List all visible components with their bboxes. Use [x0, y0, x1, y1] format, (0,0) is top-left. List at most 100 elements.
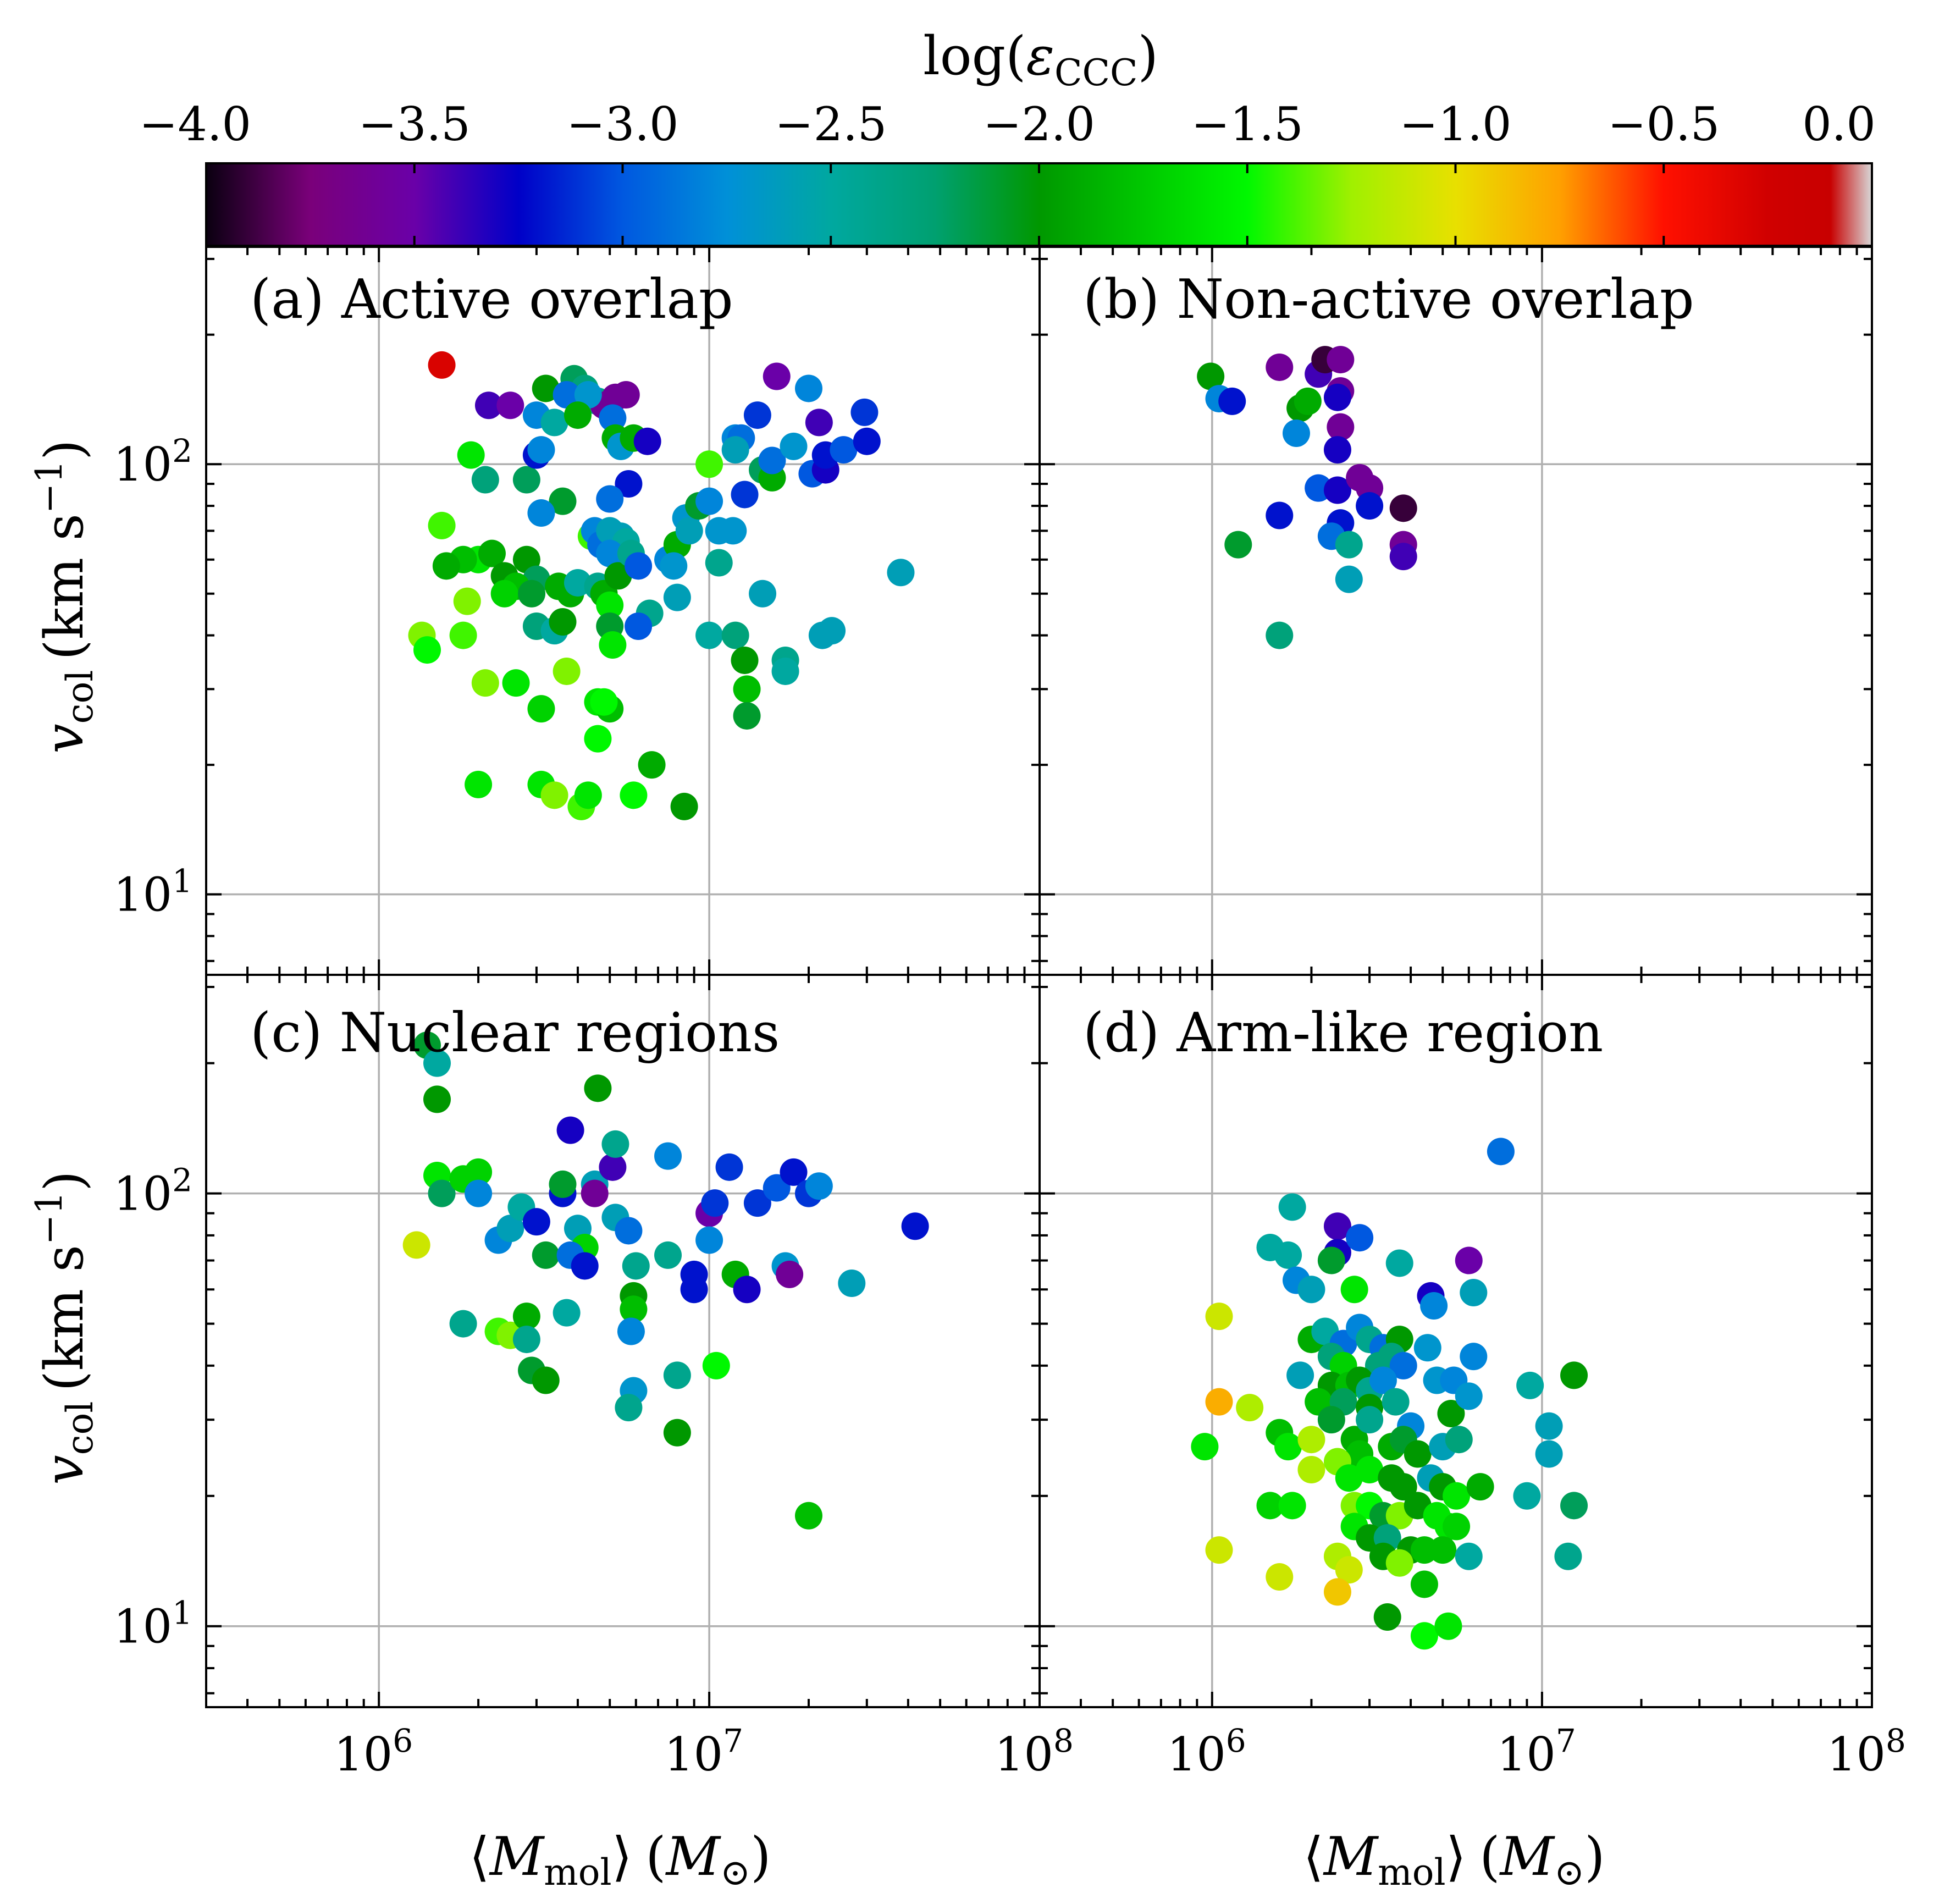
data-point [599, 1153, 627, 1181]
data-point [1429, 1536, 1457, 1564]
data-point [502, 669, 530, 697]
data-point [617, 1317, 645, 1345]
data-point [1560, 1492, 1588, 1520]
data-point [1382, 1388, 1410, 1416]
data-point [581, 1179, 609, 1207]
data-point [780, 432, 808, 460]
colorbar-tick-label: −1.0 [1400, 97, 1512, 151]
data-point [695, 450, 723, 478]
data-point [663, 583, 691, 611]
data-point [1389, 1351, 1417, 1379]
data-point [758, 446, 786, 474]
data-point [1266, 501, 1294, 529]
data-point [1443, 1482, 1471, 1510]
data-point [1434, 1612, 1462, 1640]
data-point [532, 1366, 560, 1394]
colorbar-tick-label: −1.5 [1191, 97, 1303, 151]
colorbar-tick-label: −3.5 [358, 97, 471, 151]
data-point [496, 1215, 524, 1243]
data-point [596, 591, 624, 619]
data-point [1323, 1578, 1351, 1606]
data-point [574, 781, 602, 809]
data-point [540, 409, 568, 437]
data-point [1278, 1193, 1306, 1221]
data-point [805, 409, 833, 437]
scatter-points [1197, 346, 1417, 649]
data-point [1356, 492, 1384, 520]
data-point [1389, 1473, 1417, 1501]
data-point [1286, 1361, 1314, 1389]
data-point [663, 1361, 691, 1389]
data-point [771, 657, 799, 685]
data-point [465, 1158, 493, 1186]
colorbar-tick-label: −2.5 [775, 97, 887, 151]
data-point [1466, 1473, 1494, 1501]
data-point [780, 1158, 808, 1186]
data-point [1335, 1556, 1363, 1584]
data-point [465, 770, 493, 798]
data-point [1389, 543, 1417, 571]
data-point [1385, 1249, 1413, 1277]
data-point [1266, 353, 1294, 381]
data-point [512, 466, 540, 494]
data-point [1335, 531, 1363, 559]
data-point [465, 1179, 493, 1207]
data-point [402, 1231, 430, 1259]
y-tick-label: 102 [113, 432, 192, 492]
data-point [625, 552, 653, 580]
data-point [731, 646, 759, 674]
panel-background [1040, 975, 1872, 1707]
panel-background [206, 247, 1040, 975]
data-point [702, 1351, 730, 1379]
data-point [794, 1502, 822, 1530]
data-point [1191, 1433, 1219, 1461]
data-point [474, 391, 502, 420]
data-point [1420, 1292, 1448, 1320]
data-point [527, 436, 555, 464]
data-point [478, 539, 506, 567]
data-point [428, 351, 456, 379]
x-tick-label: 107 [664, 1722, 743, 1781]
data-point [1385, 1549, 1413, 1577]
data-point [1294, 387, 1322, 415]
data-point [532, 374, 560, 402]
data-point [743, 401, 771, 429]
data-point [830, 436, 858, 464]
data-point [601, 1130, 629, 1158]
data-point [1317, 1246, 1345, 1274]
data-point [701, 1189, 729, 1217]
data-point [721, 436, 749, 464]
data-point [1327, 346, 1355, 374]
colorbar-tick-label: −3.0 [567, 97, 679, 151]
panel-c-nuclear-regions: (c) Nuclear regions 101 102 106 107 108 [113, 974, 1074, 1781]
data-point [549, 487, 577, 515]
data-point [1205, 1536, 1233, 1564]
data-point [596, 539, 624, 567]
data-point [1356, 1456, 1384, 1484]
data-point [733, 702, 761, 730]
data-point [1413, 1334, 1441, 1362]
data-point [1236, 1394, 1264, 1422]
data-point [1560, 1361, 1588, 1389]
data-point [1516, 1371, 1544, 1399]
colorbar-tick-labels: −4.0 −3.5 −3.0 −2.5 −2.0 −1.5 −1.0 −0.5 0.0 [139, 97, 1876, 151]
axis-ticks [205, 975, 1041, 1707]
data-point [1356, 1406, 1384, 1434]
data-point [719, 517, 747, 545]
data-point [1323, 436, 1351, 464]
panel-frame [1038, 974, 1873, 1708]
data-point [1535, 1412, 1563, 1440]
x-axis-label-left: ⟨Mmol⟩ (M⊙) [469, 1826, 771, 1894]
data-point [1455, 1246, 1483, 1274]
data-point [432, 552, 460, 580]
data-point [1297, 1426, 1325, 1454]
panel-b-non-active-overlap: (b) Non-active overlap [1038, 246, 1873, 976]
data-point [549, 1170, 577, 1198]
data-point [625, 612, 653, 640]
data-point [680, 1276, 708, 1304]
y-tick-label: 102 [113, 1162, 192, 1221]
data-point [471, 466, 499, 494]
data-point [731, 481, 759, 509]
colorbar: log(εCCC) −4.0 −3.5 −3.0 −2.5 −2.0 −1.5 −1.0 −0… [139, 25, 1876, 247]
